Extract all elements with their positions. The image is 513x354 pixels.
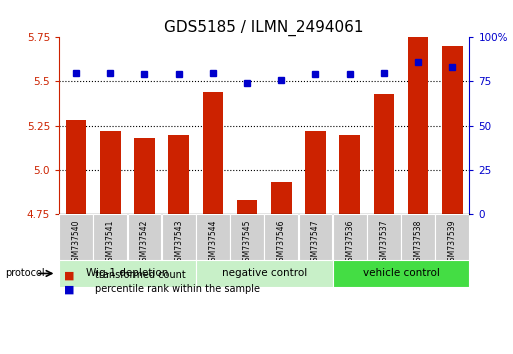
Bar: [237, 200, 258, 214]
Bar: [66, 120, 86, 214]
Bar: [230, 214, 264, 260]
Bar: [305, 131, 326, 214]
Text: protocol: protocol: [5, 268, 45, 279]
Bar: [168, 135, 189, 214]
Bar: [100, 131, 121, 214]
Bar: [299, 214, 332, 260]
Text: Wig-1 depletion: Wig-1 depletion: [86, 268, 169, 279]
Text: GSM737544: GSM737544: [208, 220, 218, 266]
Bar: [271, 182, 291, 214]
Text: percentile rank within the sample: percentile rank within the sample: [95, 284, 260, 295]
Bar: [442, 46, 463, 214]
Bar: [134, 138, 155, 214]
Text: GSM737541: GSM737541: [106, 220, 115, 266]
Bar: [196, 260, 332, 287]
Bar: [373, 94, 394, 214]
Bar: [408, 37, 428, 214]
Bar: [340, 135, 360, 214]
Text: GSM737543: GSM737543: [174, 220, 183, 266]
Bar: [93, 214, 127, 260]
Bar: [59, 260, 196, 287]
Text: GSM737547: GSM737547: [311, 220, 320, 266]
Bar: [367, 214, 401, 260]
Bar: [436, 214, 469, 260]
Text: GSM737537: GSM737537: [380, 220, 388, 266]
Text: negative control: negative control: [222, 268, 307, 279]
Text: GSM737538: GSM737538: [413, 220, 423, 266]
Text: GSM737540: GSM737540: [72, 220, 81, 266]
Bar: [128, 214, 162, 260]
Text: ■: ■: [64, 284, 74, 295]
Title: GDS5185 / ILMN_2494061: GDS5185 / ILMN_2494061: [165, 19, 364, 36]
Text: GSM737542: GSM737542: [140, 220, 149, 266]
Text: GSM737536: GSM737536: [345, 220, 354, 266]
Text: vehicle control: vehicle control: [363, 268, 440, 279]
Bar: [162, 214, 195, 260]
Bar: [59, 214, 93, 260]
Bar: [401, 214, 435, 260]
Bar: [196, 214, 230, 260]
Text: GSM737546: GSM737546: [277, 220, 286, 266]
Text: GSM737545: GSM737545: [243, 220, 251, 266]
Bar: [333, 214, 367, 260]
Text: transformed count: transformed count: [95, 270, 186, 280]
Text: ■: ■: [64, 270, 74, 280]
Bar: [203, 92, 223, 214]
Bar: [264, 214, 298, 260]
Bar: [332, 260, 469, 287]
Text: GSM737539: GSM737539: [448, 220, 457, 266]
